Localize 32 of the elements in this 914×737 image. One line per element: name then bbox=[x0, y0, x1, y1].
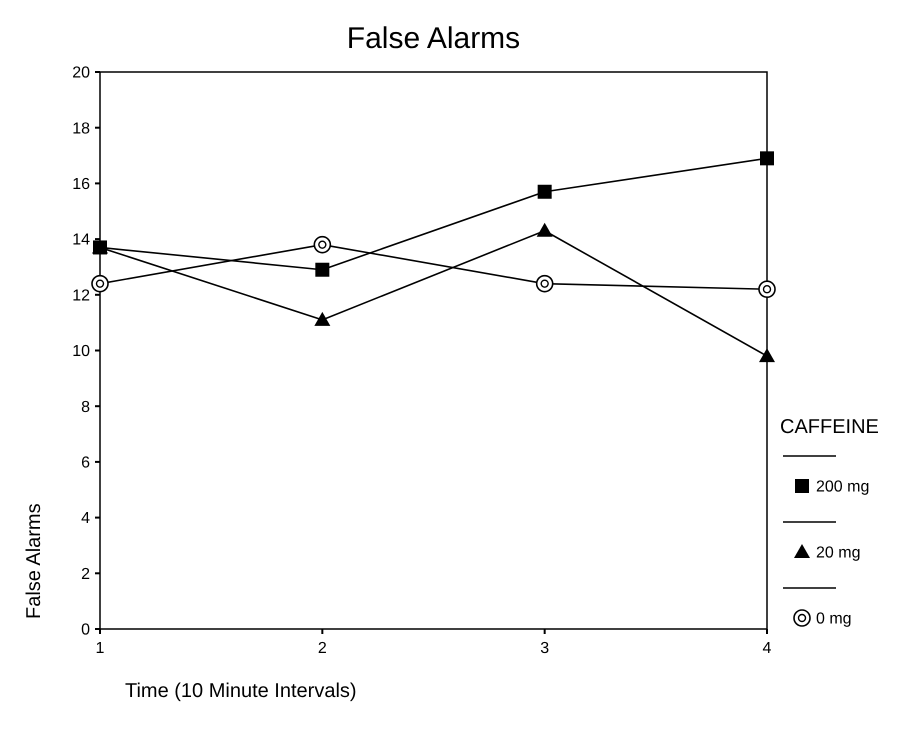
point bbox=[536, 222, 553, 237]
legend-label: 0 mg bbox=[816, 610, 852, 628]
point bbox=[315, 262, 330, 277]
y-tick-label: 0 bbox=[81, 622, 90, 639]
y-axis-title: False Alarms bbox=[23, 503, 45, 619]
y-tick-label: 16 bbox=[72, 176, 90, 193]
point bbox=[759, 348, 775, 362]
point bbox=[538, 184, 552, 199]
x-tick-label: 4 bbox=[762, 640, 772, 657]
legend-title: CAFFEINE bbox=[780, 416, 879, 438]
legend-label: 200 mg bbox=[816, 478, 870, 496]
y-tick-label: 10 bbox=[72, 343, 90, 360]
chart-title: False Alarms bbox=[346, 22, 520, 55]
point bbox=[760, 151, 774, 166]
y-tick-label: 14 bbox=[72, 232, 90, 249]
point bbox=[758, 280, 776, 298]
y-tick-label: 8 bbox=[81, 398, 90, 416]
y-tick-label: 6 bbox=[81, 454, 90, 472]
y-tick-label: 18 bbox=[72, 120, 90, 138]
point bbox=[314, 312, 330, 326]
point bbox=[91, 274, 109, 292]
point bbox=[314, 236, 332, 254]
point bbox=[536, 274, 554, 292]
x-axis-title: Time (10 Minute Intervals) bbox=[125, 680, 357, 702]
x-tick-label: 1 bbox=[96, 640, 105, 657]
y-tick-label: 20 bbox=[72, 64, 90, 82]
y-tick-label: 2 bbox=[81, 566, 90, 583]
x-tick-label: 3 bbox=[540, 640, 550, 657]
y-tick-label: 4 bbox=[81, 510, 90, 528]
x-tick-label: 2 bbox=[318, 640, 327, 657]
y-tick-label: 12 bbox=[72, 287, 90, 304]
legend-label: 20 mg bbox=[816, 544, 860, 562]
